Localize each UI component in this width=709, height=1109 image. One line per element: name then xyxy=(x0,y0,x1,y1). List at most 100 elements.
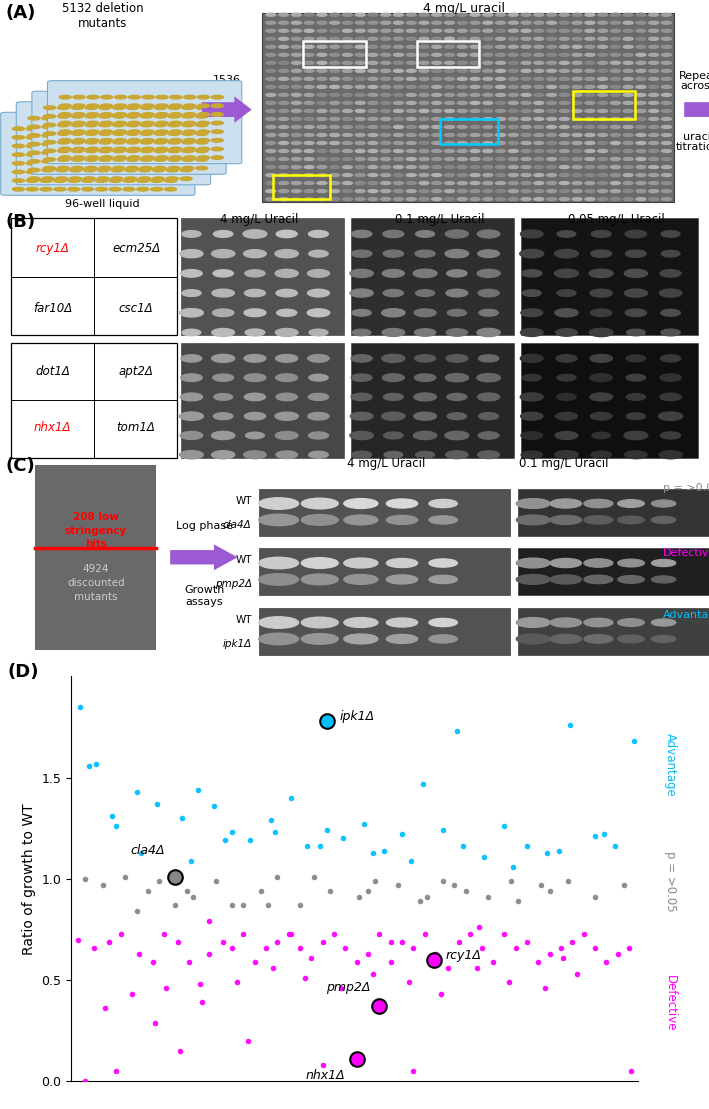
Circle shape xyxy=(368,38,378,40)
Circle shape xyxy=(521,13,531,17)
Circle shape xyxy=(534,38,544,40)
Circle shape xyxy=(598,125,608,129)
Circle shape xyxy=(152,177,164,181)
Circle shape xyxy=(429,576,457,583)
Circle shape xyxy=(623,190,633,193)
Circle shape xyxy=(87,130,99,133)
Circle shape xyxy=(483,190,493,193)
Circle shape xyxy=(661,142,671,144)
Circle shape xyxy=(330,133,340,136)
Circle shape xyxy=(627,329,645,336)
Circle shape xyxy=(317,21,327,24)
Text: mutants: mutants xyxy=(74,592,118,602)
Circle shape xyxy=(584,576,613,583)
Point xyxy=(535,876,546,894)
Circle shape xyxy=(381,21,391,24)
Circle shape xyxy=(508,165,518,169)
Circle shape xyxy=(470,197,480,201)
Circle shape xyxy=(342,110,352,112)
Circle shape xyxy=(636,29,646,32)
Circle shape xyxy=(140,149,152,153)
Circle shape xyxy=(266,190,276,193)
Circle shape xyxy=(291,118,301,121)
Circle shape xyxy=(585,53,595,57)
Circle shape xyxy=(342,85,352,89)
Circle shape xyxy=(470,78,480,80)
Circle shape xyxy=(516,574,550,584)
Circle shape xyxy=(623,38,633,40)
Point xyxy=(487,953,498,970)
Circle shape xyxy=(384,289,403,296)
Circle shape xyxy=(156,156,168,160)
Circle shape xyxy=(585,78,595,80)
Circle shape xyxy=(591,309,612,316)
Circle shape xyxy=(590,355,613,363)
Circle shape xyxy=(598,53,608,57)
Circle shape xyxy=(182,123,194,126)
Circle shape xyxy=(123,153,135,156)
Circle shape xyxy=(585,85,595,89)
Circle shape xyxy=(636,101,646,104)
Circle shape xyxy=(126,105,138,110)
Circle shape xyxy=(140,105,152,110)
Circle shape xyxy=(585,157,595,161)
Circle shape xyxy=(534,150,544,153)
Circle shape xyxy=(71,114,83,118)
Circle shape xyxy=(212,289,234,297)
Circle shape xyxy=(406,150,416,153)
Circle shape xyxy=(406,110,416,112)
Circle shape xyxy=(109,153,121,156)
Circle shape xyxy=(301,574,338,584)
Circle shape xyxy=(43,123,55,126)
Circle shape xyxy=(304,45,314,49)
Circle shape xyxy=(381,29,391,32)
Circle shape xyxy=(649,165,659,169)
Circle shape xyxy=(197,95,210,99)
Circle shape xyxy=(244,250,267,257)
Circle shape xyxy=(125,160,137,163)
Circle shape xyxy=(483,157,493,161)
Circle shape xyxy=(266,38,276,40)
Circle shape xyxy=(140,132,152,135)
Circle shape xyxy=(406,93,416,96)
Circle shape xyxy=(534,13,544,17)
Circle shape xyxy=(355,93,365,96)
Point xyxy=(521,933,532,950)
Circle shape xyxy=(82,179,94,182)
Point xyxy=(285,925,296,943)
Circle shape xyxy=(406,61,416,64)
Point xyxy=(362,882,374,899)
Circle shape xyxy=(496,70,506,72)
Circle shape xyxy=(652,517,676,523)
Point xyxy=(619,876,630,894)
Circle shape xyxy=(139,134,151,138)
Point xyxy=(226,939,238,957)
Point xyxy=(392,876,403,894)
Circle shape xyxy=(623,53,633,57)
Circle shape xyxy=(57,105,69,110)
Circle shape xyxy=(26,153,38,156)
Point xyxy=(160,979,172,997)
Point xyxy=(84,756,95,774)
Circle shape xyxy=(508,61,518,64)
Circle shape xyxy=(330,190,340,193)
Text: across: across xyxy=(681,81,709,91)
FancyArrow shape xyxy=(170,545,238,570)
Circle shape xyxy=(350,289,373,297)
Circle shape xyxy=(355,125,365,129)
Point xyxy=(557,949,569,967)
Circle shape xyxy=(555,308,578,317)
Circle shape xyxy=(559,61,569,64)
Point xyxy=(578,925,589,943)
Circle shape xyxy=(414,413,437,420)
Circle shape xyxy=(652,500,676,507)
Circle shape xyxy=(415,355,435,362)
Circle shape xyxy=(115,147,126,151)
Circle shape xyxy=(508,45,518,49)
Circle shape xyxy=(521,110,531,112)
Point xyxy=(544,945,555,963)
Point xyxy=(79,869,90,887)
Circle shape xyxy=(445,182,454,184)
Circle shape xyxy=(308,413,329,420)
Text: tom1Δ: tom1Δ xyxy=(117,421,155,435)
